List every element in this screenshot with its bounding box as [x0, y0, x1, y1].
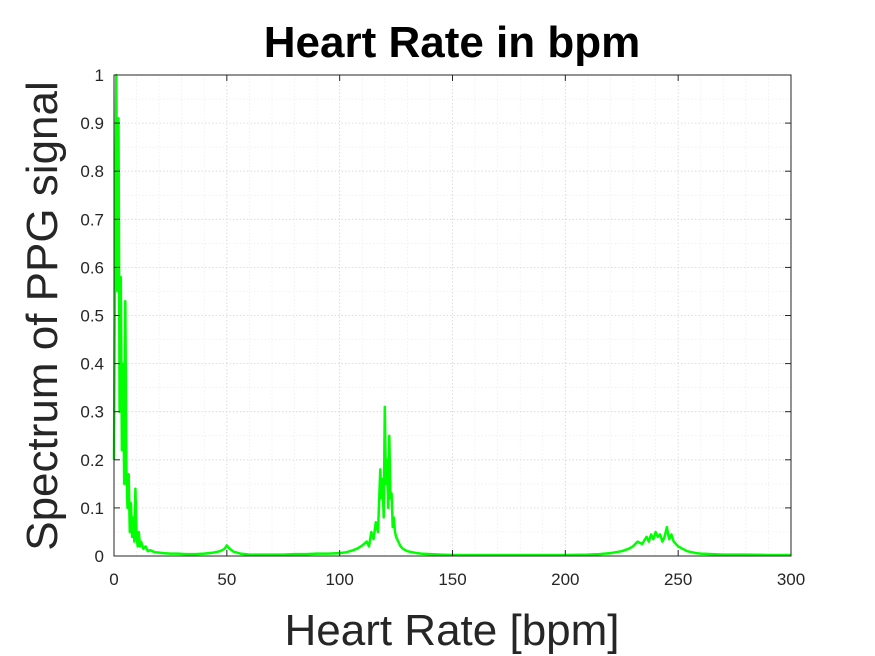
axis-ticks: 0 50 100 150 200 250 300 0 0.1 0.2 0.3 0.4 0.5 0.6 0.7…	[80, 66, 805, 589]
x-tick-label: 250	[664, 570, 692, 589]
x-tick-label: 150	[438, 570, 466, 589]
y-tick-label: 0.4	[80, 355, 104, 374]
y-tick-label: 0.5	[80, 307, 104, 326]
y-tick-label: 0.2	[80, 451, 104, 470]
y-tick-label: 0.8	[80, 162, 104, 181]
x-axis-label: Heart Rate [bpm]	[284, 606, 619, 655]
y-tick-label: 1	[95, 66, 104, 85]
y-tick-label: 0.7	[80, 210, 104, 229]
plot-area	[112, 73, 791, 557]
x-tick-label: 300	[777, 570, 805, 589]
y-tick-label: 0.1	[80, 499, 104, 518]
x-tick-label: 50	[217, 570, 236, 589]
chart-title: Heart Rate in bpm	[264, 18, 641, 67]
y-axis-label: Spectrum of PPG signal	[18, 81, 67, 551]
y-tick-label: 0	[95, 547, 104, 566]
y-tick-label: 0.3	[80, 403, 104, 422]
y-tick-label: 0.9	[80, 114, 104, 133]
x-tick-label: 0	[109, 570, 118, 589]
y-tick-label: 0.6	[80, 258, 104, 277]
x-tick-label: 200	[551, 570, 579, 589]
x-tick-label: 100	[325, 570, 353, 589]
spectrum-line	[112, 73, 791, 557]
